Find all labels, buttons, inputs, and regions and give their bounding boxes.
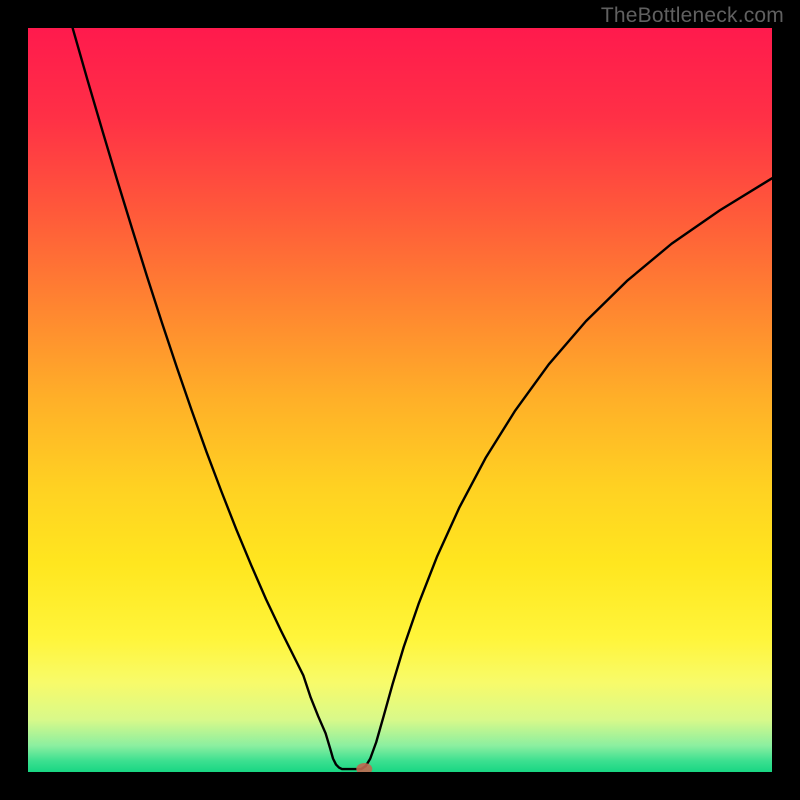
plot-area xyxy=(28,28,772,772)
chart-frame: TheBottleneck.com xyxy=(0,0,800,800)
watermark-text: TheBottleneck.com xyxy=(601,4,784,28)
